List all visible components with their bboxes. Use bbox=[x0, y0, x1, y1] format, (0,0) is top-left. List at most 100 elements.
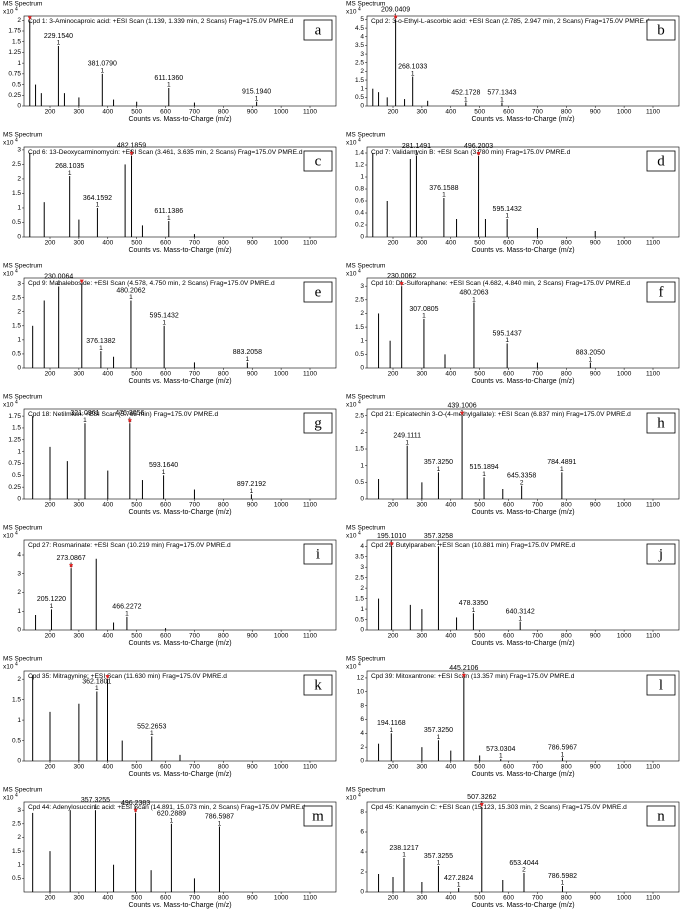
peak-charge: 1 bbox=[422, 313, 426, 320]
y-tick-label: 1.2 bbox=[355, 162, 364, 169]
peak-label: 595.1432 bbox=[150, 313, 179, 320]
peak-label: 249.1111 bbox=[393, 433, 421, 440]
x-tick-label: 800 bbox=[561, 502, 572, 509]
y-tick-label: 1 bbox=[360, 606, 364, 613]
x-tick-label: 700 bbox=[189, 633, 200, 640]
peak-label: 915.1940 bbox=[242, 89, 271, 96]
peak-label: 577.1343 bbox=[487, 89, 516, 96]
chart-title: Cpd 18: Netilmicin: +ESI Scan (5.765 min… bbox=[28, 411, 219, 418]
y-tick-label: 1.5 bbox=[12, 848, 21, 855]
chart-title: Cpd 44: Adenylosuccinic acid: +ESI Scan … bbox=[28, 804, 306, 811]
plot-frame bbox=[23, 539, 337, 631]
y-tick-label: 1 bbox=[360, 462, 364, 469]
panel-label: c bbox=[315, 153, 322, 169]
peak-charge: 1 bbox=[415, 150, 419, 157]
y-exponent: 4 bbox=[358, 268, 361, 274]
peak-charge: 1 bbox=[96, 202, 100, 209]
peak-charge: 1 bbox=[402, 852, 406, 859]
peak-charge: 1 bbox=[100, 68, 104, 75]
chart-title: Cpd 6: 13-Deoxycarminomycin: +ESI Scan (… bbox=[28, 149, 303, 156]
precursor-marker bbox=[27, 16, 32, 21]
x-axis-label: Counts vs. Mass-to-Charge (m/z) bbox=[471, 509, 574, 516]
x-tick-label: 400 bbox=[445, 240, 456, 247]
peak-charge: 1 bbox=[589, 356, 593, 363]
y-tick-label: 1.5 bbox=[355, 77, 364, 84]
y-scale: x10 bbox=[3, 9, 14, 16]
x-tick-label: 200 bbox=[388, 240, 399, 247]
x-tick-label: 300 bbox=[416, 764, 427, 771]
x-tick-label: 800 bbox=[561, 109, 572, 116]
x-tick-label: 1000 bbox=[617, 764, 632, 771]
peak-label: 357.3255 bbox=[81, 797, 110, 804]
x-tick-label: 400 bbox=[445, 764, 456, 771]
x-tick-label: 1100 bbox=[303, 764, 317, 771]
y-scale: x10 bbox=[346, 140, 357, 147]
peak-charge: 1 bbox=[94, 804, 98, 811]
x-tick-label: 500 bbox=[474, 109, 485, 116]
y-tick-label: 4 bbox=[360, 33, 364, 40]
x-tick-label: 900 bbox=[247, 371, 258, 378]
x-tick-label: 600 bbox=[503, 240, 514, 247]
precursor-marker bbox=[476, 152, 481, 156]
y-tick-label: 8 bbox=[360, 809, 364, 816]
x-tick-label: 400 bbox=[102, 895, 113, 902]
y-exponent: 4 bbox=[358, 137, 361, 143]
peak-charge: 1 bbox=[472, 296, 476, 303]
peak-charge: 1 bbox=[125, 611, 129, 618]
y-scale: x10 bbox=[3, 795, 14, 802]
y-tick-label: 2.5 bbox=[355, 297, 364, 304]
peak-charge: 1 bbox=[167, 82, 171, 89]
x-tick-label: 500 bbox=[131, 371, 142, 378]
plot-frame bbox=[23, 670, 337, 762]
x-tick-label: 400 bbox=[445, 633, 456, 640]
x-tick-label: 300 bbox=[73, 371, 84, 378]
x-tick-label: 800 bbox=[561, 764, 572, 771]
plot-frame bbox=[23, 408, 337, 500]
y-tick-label: 3 bbox=[360, 283, 364, 290]
x-tick-label: 200 bbox=[388, 895, 399, 902]
y-tick-label: 2.5 bbox=[12, 821, 21, 828]
x-tick-label: 200 bbox=[388, 633, 399, 640]
x-tick-label: 600 bbox=[160, 895, 171, 902]
x-tick-label: 800 bbox=[218, 895, 229, 902]
y-tick-label: 6 bbox=[360, 716, 364, 723]
peak-label: 784.4891 bbox=[547, 459, 576, 466]
x-tick-label: 400 bbox=[445, 895, 456, 902]
panel-header: MS Spectrum bbox=[3, 394, 42, 401]
y-exponent: 4 bbox=[15, 661, 18, 667]
y-exponent: 4 bbox=[358, 661, 361, 667]
y-tick-label: 4 bbox=[17, 552, 21, 559]
panel-label: g bbox=[314, 415, 322, 431]
x-tick-label: 800 bbox=[218, 240, 229, 247]
precursor-marker bbox=[461, 673, 466, 678]
panel-label: i bbox=[316, 546, 320, 562]
peak-label: 376.1382 bbox=[86, 338, 115, 345]
plot-frame bbox=[366, 539, 680, 631]
y-tick-label: 6 bbox=[360, 829, 364, 836]
x-tick-label: 1100 bbox=[303, 109, 317, 116]
panel-header: MS Spectrum bbox=[346, 132, 385, 139]
peak-label: 452.1728 bbox=[451, 89, 480, 96]
x-tick-label: 300 bbox=[416, 502, 427, 509]
x-tick-label: 1000 bbox=[274, 371, 289, 378]
y-tick-label: 0 bbox=[17, 758, 21, 765]
x-tick-label: 800 bbox=[218, 764, 229, 771]
y-tick-label: 2 bbox=[17, 589, 21, 596]
y-tick-label: 1.75 bbox=[8, 28, 21, 35]
y-tick-label: 3 bbox=[17, 570, 21, 577]
x-tick-label: 500 bbox=[131, 240, 142, 247]
x-tick-label: 300 bbox=[416, 895, 427, 902]
precursor-marker bbox=[399, 282, 404, 287]
peak-label: 321.0961 bbox=[70, 410, 99, 417]
panel-label: f bbox=[659, 284, 664, 300]
y-tick-label: 2.5 bbox=[12, 294, 21, 301]
panel-label: d bbox=[657, 153, 665, 169]
plot-frame bbox=[23, 15, 337, 107]
peak-label: 357.3258 bbox=[424, 533, 453, 540]
x-tick-label: 1100 bbox=[303, 502, 317, 509]
y-tick-label: 0.5 bbox=[12, 875, 21, 882]
x-tick-label: 900 bbox=[590, 502, 601, 509]
panel-label-box bbox=[303, 281, 333, 303]
peak-charge: 1 bbox=[50, 603, 54, 610]
y-exponent: 4 bbox=[358, 6, 361, 12]
